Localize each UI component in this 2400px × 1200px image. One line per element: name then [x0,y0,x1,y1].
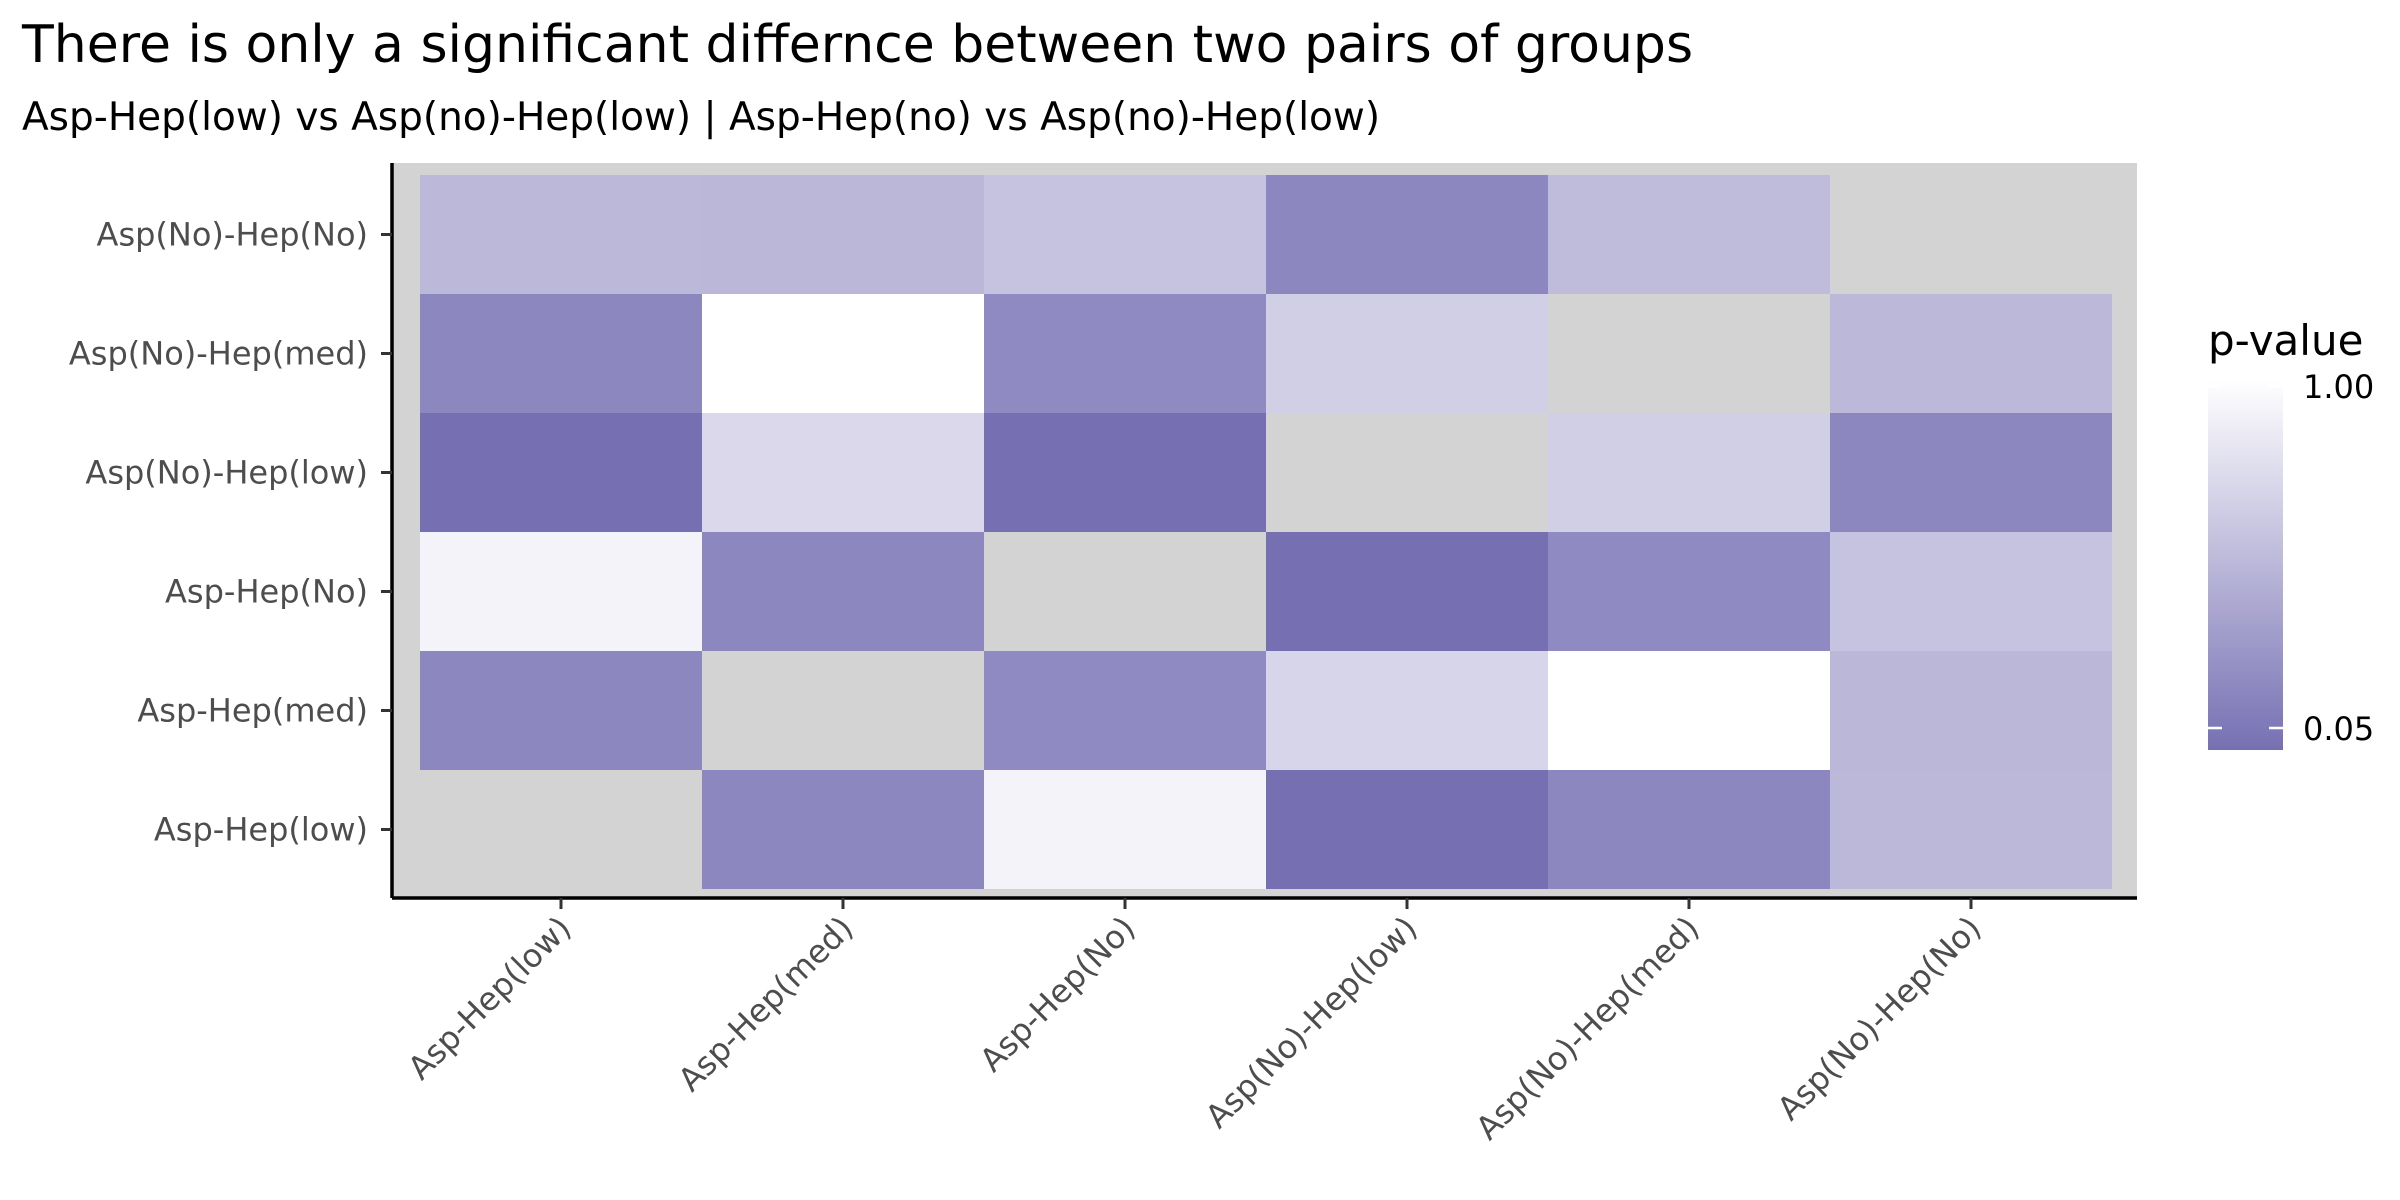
legend-title: p-value [2208,316,2363,365]
heatmap-cell [1266,770,1548,889]
heatmap-cell [702,175,984,294]
heatmap-cell [1830,294,2112,413]
heatmap-cell [1830,175,2112,294]
y-tick-label: Asp-Hep(med) [137,692,368,730]
heatmap-cell [1548,532,1830,651]
heatmap-cell [1266,651,1548,770]
heatmap-cell [420,651,702,770]
heatmap-cell [1266,294,1548,413]
y-tick-label: Asp(No)-Hep(low) [85,454,368,492]
y-tick-label: Asp(No)-Hep(No) [97,216,368,254]
heatmap-cell [1266,175,1548,294]
heatmap-cell [1830,413,2112,532]
heatmap-cell [702,770,984,889]
heatmap-cell [1548,294,1830,413]
heatmap-cell [1548,413,1830,532]
heatmap-cell [1830,532,2112,651]
chart-title: There is only a significant differnce be… [21,15,1693,75]
x-tick-label: Asp(No)-Hep(med) [1468,909,1706,1147]
heatmap-cell [1830,651,2112,770]
heatmap-cell [1830,770,2112,889]
heatmap-cell [420,532,702,651]
legend-tick-label: 0.05 [2303,710,2374,748]
heatmap-cell [1266,413,1548,532]
heatmap-cell [984,532,1266,651]
heatmap-cell [420,175,702,294]
heatmap-cell [984,175,1266,294]
x-tick-label: Asp(No)-Hep(low) [1198,909,1425,1136]
heatmap-cell [420,294,702,413]
y-tick-label: Asp-Hep(low) [154,811,368,849]
heatmap-cell [420,770,702,889]
heatmap-cell [1548,770,1830,889]
x-tick-label: Asp-Hep(low) [400,909,578,1087]
x-tick-label: Asp-Hep(No) [972,909,1142,1079]
chart-subtitle: Asp-Hep(low) vs Asp(no)-Hep(low) | Asp-H… [22,95,1380,140]
heatmap-cell [702,532,984,651]
legend-tick-label: 1.00 [2303,368,2374,406]
heatmap-cell [702,413,984,532]
y-tick-label: Asp-Hep(No) [165,573,368,611]
heatmap-cell [1548,175,1830,294]
heatmap-cell [1266,532,1548,651]
heatmap-cell [984,651,1266,770]
heatmap-cell [702,651,984,770]
heatmap-cell [702,294,984,413]
x-tick-label: Asp-Hep(med) [671,909,861,1099]
heatmap-cell [1548,651,1830,770]
heatmap-cell [984,294,1266,413]
legend: p-value 1.00 0.05 [2208,316,2374,750]
x-tick-label: Asp(No)-Hep(No) [1770,909,1989,1128]
plot-area: Asp(No)-Hep(No)Asp(No)-Hep(med)Asp(No)-H… [69,163,2137,1147]
legend-colorbar [2208,380,2283,750]
heatmap-cell [420,413,702,532]
y-tick-label: Asp(No)-Hep(med) [69,335,368,373]
heatmap-cell [984,770,1266,889]
heatmap-cell [984,413,1266,532]
